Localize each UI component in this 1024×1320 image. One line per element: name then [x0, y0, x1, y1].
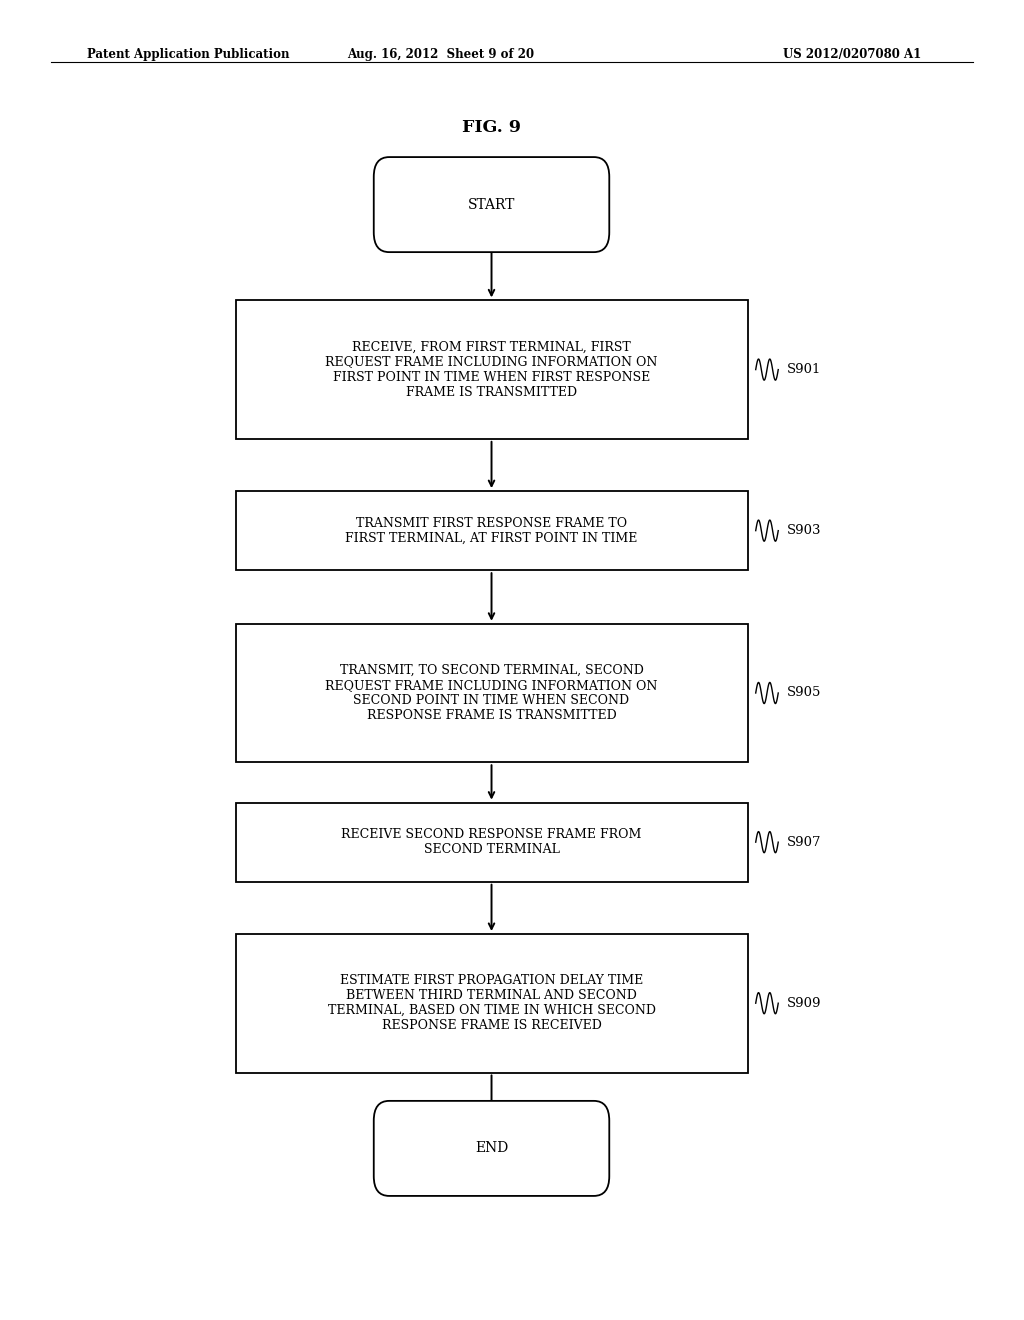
Text: START: START — [468, 198, 515, 211]
Text: TRANSMIT FIRST RESPONSE FRAME TO
FIRST TERMINAL, AT FIRST POINT IN TIME: TRANSMIT FIRST RESPONSE FRAME TO FIRST T… — [345, 516, 638, 545]
FancyBboxPatch shape — [374, 157, 609, 252]
Text: S901: S901 — [786, 363, 821, 376]
Text: Patent Application Publication: Patent Application Publication — [87, 48, 290, 61]
Text: TRANSMIT, TO SECOND TERMINAL, SECOND
REQUEST FRAME INCLUDING INFORMATION ON
SECO: TRANSMIT, TO SECOND TERMINAL, SECOND REQ… — [326, 664, 657, 722]
Text: US 2012/0207080 A1: US 2012/0207080 A1 — [783, 48, 922, 61]
Text: S909: S909 — [786, 997, 821, 1010]
Text: END: END — [475, 1142, 508, 1155]
Text: ESTIMATE FIRST PROPAGATION DELAY TIME
BETWEEN THIRD TERMINAL AND SECOND
TERMINAL: ESTIMATE FIRST PROPAGATION DELAY TIME BE… — [328, 974, 655, 1032]
FancyBboxPatch shape — [374, 1101, 609, 1196]
Text: S905: S905 — [786, 686, 821, 700]
Text: S907: S907 — [786, 836, 821, 849]
Bar — [236, 491, 748, 570]
Bar — [236, 624, 748, 763]
Bar — [236, 300, 748, 438]
Bar — [236, 935, 748, 1072]
Text: FIG. 9: FIG. 9 — [462, 119, 521, 136]
Text: RECEIVE SECOND RESPONSE FRAME FROM
SECOND TERMINAL: RECEIVE SECOND RESPONSE FRAME FROM SECON… — [341, 828, 642, 857]
Text: S903: S903 — [786, 524, 821, 537]
Text: Aug. 16, 2012  Sheet 9 of 20: Aug. 16, 2012 Sheet 9 of 20 — [347, 48, 534, 61]
Bar — [236, 803, 748, 882]
Text: RECEIVE, FROM FIRST TERMINAL, FIRST
REQUEST FRAME INCLUDING INFORMATION ON
FIRST: RECEIVE, FROM FIRST TERMINAL, FIRST REQU… — [326, 341, 657, 399]
